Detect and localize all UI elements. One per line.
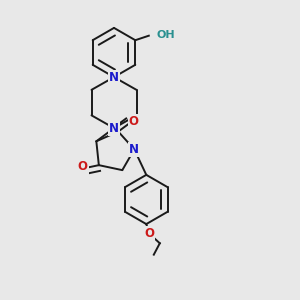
Text: O: O [129, 116, 139, 128]
Text: N: N [109, 122, 119, 135]
Text: O: O [78, 160, 88, 173]
Text: O: O [144, 227, 154, 240]
Text: N: N [109, 70, 119, 84]
Text: OH: OH [157, 30, 176, 40]
Text: N: N [129, 143, 139, 156]
